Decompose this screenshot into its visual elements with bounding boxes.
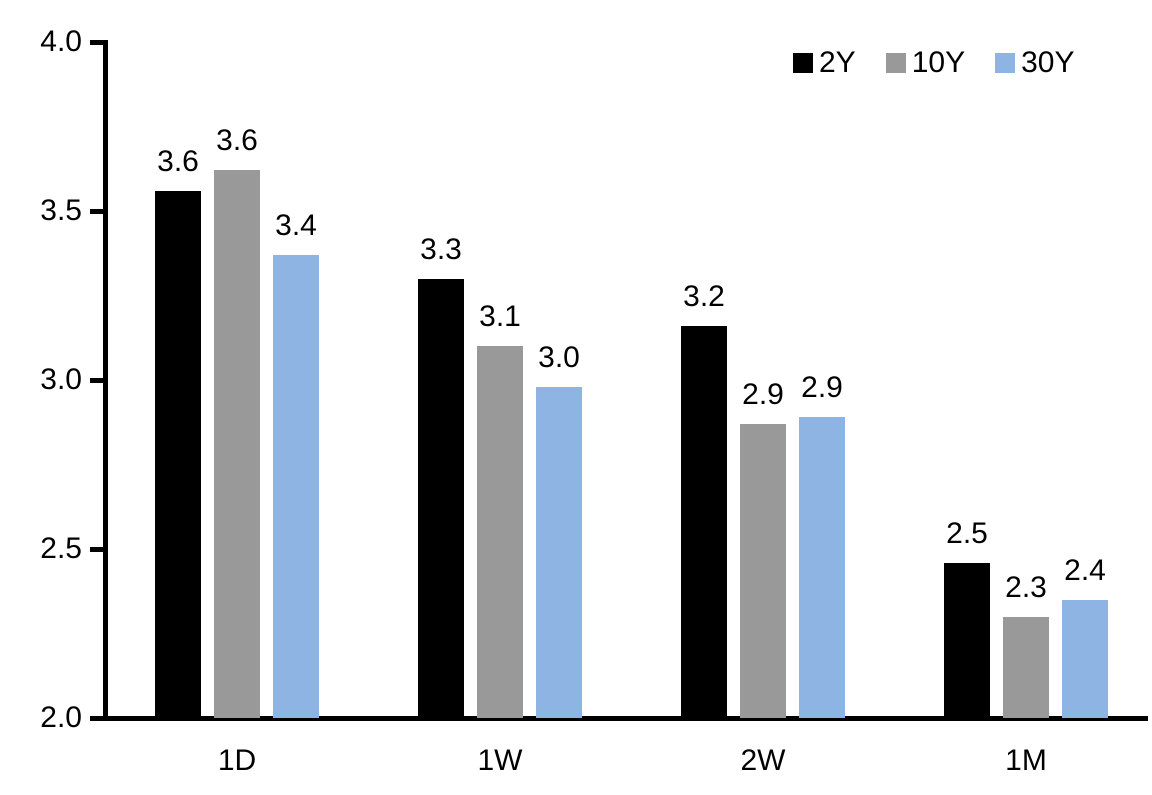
bar-value-label: 3.3 <box>420 232 462 266</box>
bar-30y-1d <box>273 254 319 718</box>
bar-value-label: 2.3 <box>1005 570 1047 604</box>
legend-swatch-icon <box>885 53 906 73</box>
x-axis-category-label: 1M <box>1005 744 1047 777</box>
x-axis-category-label: 1W <box>477 744 523 777</box>
legend-label: 2Y <box>819 46 856 79</box>
bar-10y-1w <box>477 346 523 718</box>
bar-10y-1d <box>214 170 260 718</box>
x-axis-line <box>90 716 1148 721</box>
bar-value-label: 3.6 <box>216 124 258 158</box>
bar-30y-1w <box>536 386 582 718</box>
y-axis-tick <box>90 547 105 552</box>
bar-value-label: 3.1 <box>479 300 521 334</box>
bar-2y-1m <box>944 562 990 718</box>
y-axis-line <box>103 40 108 720</box>
bar-2y-2w <box>681 325 727 718</box>
legend-swatch-icon <box>995 53 1016 73</box>
bar-value-label: 2.4 <box>1064 553 1106 587</box>
y-axis-tick-label: 3.0 <box>40 363 82 396</box>
bar-value-label: 3.2 <box>683 279 725 313</box>
legend-item-2y: 2Y <box>793 46 856 80</box>
bar-10y-2w <box>740 423 786 718</box>
x-axis-category-label: 1D <box>217 744 257 777</box>
bar-30y-2w <box>799 417 845 718</box>
bar-value-label: 3.4 <box>275 208 317 242</box>
bar-2y-1w <box>418 278 464 718</box>
y-axis-tick <box>90 40 105 45</box>
y-axis-tick-label: 2.5 <box>40 532 82 565</box>
y-axis-tick-label: 4.0 <box>40 25 82 58</box>
y-axis-tick <box>90 209 105 214</box>
bar-value-label: 3.0 <box>538 340 580 374</box>
legend-swatch-icon <box>793 53 813 73</box>
chart-legend: 2Y 10Y 30Y <box>793 46 1074 80</box>
y-axis-tick <box>90 378 105 383</box>
bar-value-label: 2.9 <box>801 371 843 405</box>
bar-value-label: 2.9 <box>742 377 784 411</box>
y-axis-tick-label: 3.5 <box>40 194 82 227</box>
bar-value-label: 2.5 <box>946 516 988 550</box>
y-axis-tick-label: 2.0 <box>40 701 82 734</box>
bar-2y-1d <box>155 190 201 718</box>
bar-value-label: 3.6 <box>157 144 199 178</box>
legend-label: 30Y <box>1021 46 1075 79</box>
legend-label: 10Y <box>911 46 966 79</box>
bar-30y-1m <box>1062 599 1108 718</box>
x-axis-category-label: 2W <box>740 744 786 777</box>
bar-10y-1m <box>1003 616 1049 718</box>
legend-item-30y: 30Y <box>995 46 1074 80</box>
legend-item-10y: 10Y <box>885 46 966 80</box>
